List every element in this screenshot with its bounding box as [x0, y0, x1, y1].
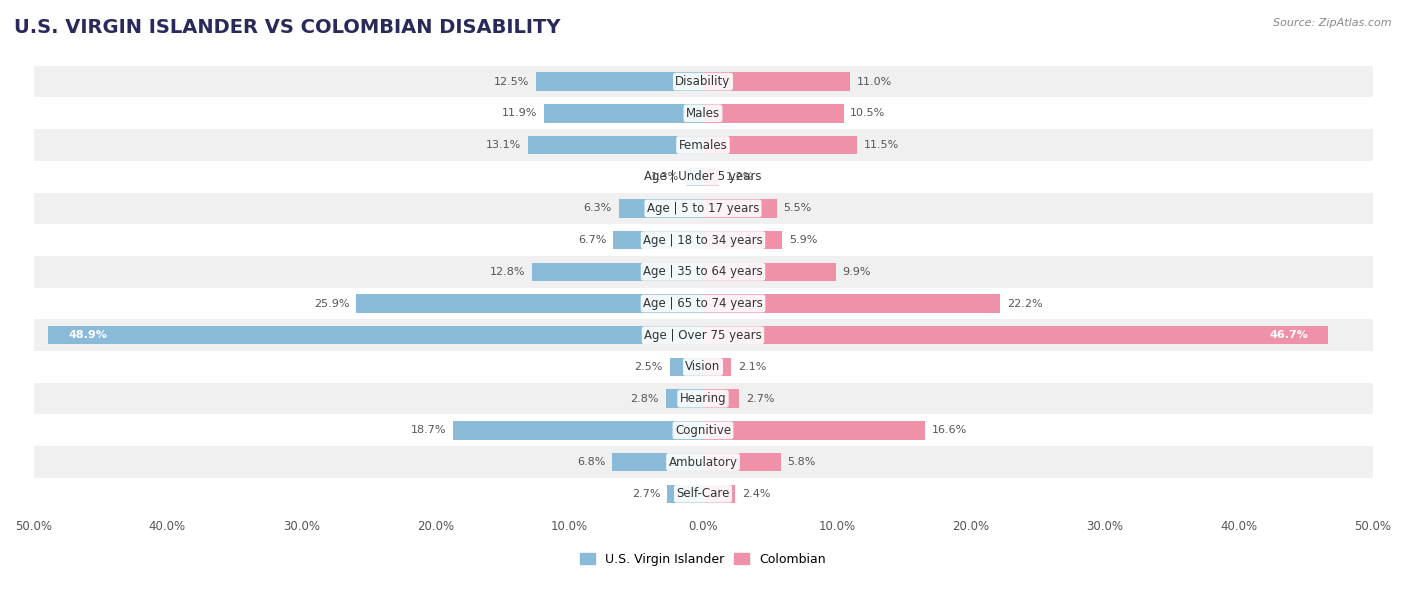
Text: 6.7%: 6.7% — [578, 235, 606, 245]
Text: 5.8%: 5.8% — [787, 457, 815, 467]
Bar — [703, 453, 780, 471]
Bar — [686, 168, 703, 186]
Text: 6.8%: 6.8% — [576, 457, 605, 467]
Text: 2.4%: 2.4% — [742, 489, 770, 499]
Text: Source: ZipAtlas.com: Source: ZipAtlas.com — [1274, 18, 1392, 28]
Bar — [453, 421, 703, 439]
Bar — [34, 382, 1372, 414]
Text: 6.3%: 6.3% — [583, 203, 612, 214]
Bar — [703, 294, 1000, 313]
Text: Age | Over 75 years: Age | Over 75 years — [644, 329, 762, 341]
Bar — [34, 446, 1372, 478]
Text: 12.5%: 12.5% — [494, 76, 529, 87]
Bar — [703, 421, 925, 439]
Text: Self-Care: Self-Care — [676, 487, 730, 500]
Text: 2.7%: 2.7% — [745, 394, 775, 404]
Text: Age | 5 to 17 years: Age | 5 to 17 years — [647, 202, 759, 215]
Bar — [619, 200, 703, 218]
Bar — [703, 231, 782, 249]
Text: 13.1%: 13.1% — [485, 140, 520, 150]
Text: 16.6%: 16.6% — [932, 425, 967, 435]
Bar — [34, 288, 1372, 319]
Text: 46.7%: 46.7% — [1270, 330, 1308, 340]
Text: 11.5%: 11.5% — [863, 140, 898, 150]
Text: Females: Females — [679, 138, 727, 152]
Bar — [613, 231, 703, 249]
Bar — [703, 358, 731, 376]
Text: 11.0%: 11.0% — [858, 76, 893, 87]
Text: 10.5%: 10.5% — [851, 108, 886, 118]
Bar — [34, 351, 1372, 382]
Bar — [34, 224, 1372, 256]
Bar — [34, 256, 1372, 288]
Bar — [527, 136, 703, 154]
Bar — [544, 104, 703, 122]
Bar — [703, 389, 740, 408]
Bar — [34, 414, 1372, 446]
Text: 1.3%: 1.3% — [651, 172, 679, 182]
Legend: U.S. Virgin Islander, Colombian: U.S. Virgin Islander, Colombian — [575, 548, 831, 571]
Bar — [536, 72, 703, 91]
Text: Ambulatory: Ambulatory — [668, 455, 738, 469]
Text: 9.9%: 9.9% — [842, 267, 870, 277]
Text: Age | 18 to 34 years: Age | 18 to 34 years — [643, 234, 763, 247]
Text: Cognitive: Cognitive — [675, 424, 731, 437]
Text: 18.7%: 18.7% — [411, 425, 446, 435]
Bar — [703, 263, 835, 281]
Bar — [703, 485, 735, 503]
Bar — [34, 65, 1372, 97]
Bar — [669, 358, 703, 376]
Text: 2.5%: 2.5% — [634, 362, 662, 372]
Text: Age | 65 to 74 years: Age | 65 to 74 years — [643, 297, 763, 310]
Bar — [34, 193, 1372, 224]
Text: 22.2%: 22.2% — [1007, 299, 1043, 308]
Bar — [356, 294, 703, 313]
Text: 11.9%: 11.9% — [502, 108, 537, 118]
Text: 12.8%: 12.8% — [489, 267, 524, 277]
Text: 2.7%: 2.7% — [631, 489, 661, 499]
Text: 48.9%: 48.9% — [69, 330, 107, 340]
Text: 1.2%: 1.2% — [725, 172, 754, 182]
Bar — [34, 319, 1372, 351]
Bar — [34, 97, 1372, 129]
Text: Vision: Vision — [685, 360, 721, 373]
Text: Disability: Disability — [675, 75, 731, 88]
Text: Age | Under 5 years: Age | Under 5 years — [644, 170, 762, 183]
Bar — [531, 263, 703, 281]
Bar — [703, 72, 851, 91]
Bar — [703, 200, 776, 218]
Bar — [703, 136, 858, 154]
Text: Age | 35 to 64 years: Age | 35 to 64 years — [643, 266, 763, 278]
Bar — [34, 161, 1372, 193]
Text: Hearing: Hearing — [679, 392, 727, 405]
Bar — [34, 129, 1372, 161]
Bar — [703, 104, 844, 122]
Bar — [666, 485, 703, 503]
Text: 2.1%: 2.1% — [738, 362, 766, 372]
Bar — [665, 389, 703, 408]
Text: Males: Males — [686, 107, 720, 120]
Bar — [612, 453, 703, 471]
Text: 2.8%: 2.8% — [630, 394, 659, 404]
Text: 5.5%: 5.5% — [783, 203, 811, 214]
Bar — [703, 168, 718, 186]
Bar — [34, 478, 1372, 510]
Bar — [48, 326, 703, 345]
Text: U.S. VIRGIN ISLANDER VS COLOMBIAN DISABILITY: U.S. VIRGIN ISLANDER VS COLOMBIAN DISABI… — [14, 18, 561, 37]
Text: 5.9%: 5.9% — [789, 235, 817, 245]
Bar — [703, 326, 1329, 345]
Text: 25.9%: 25.9% — [314, 299, 350, 308]
